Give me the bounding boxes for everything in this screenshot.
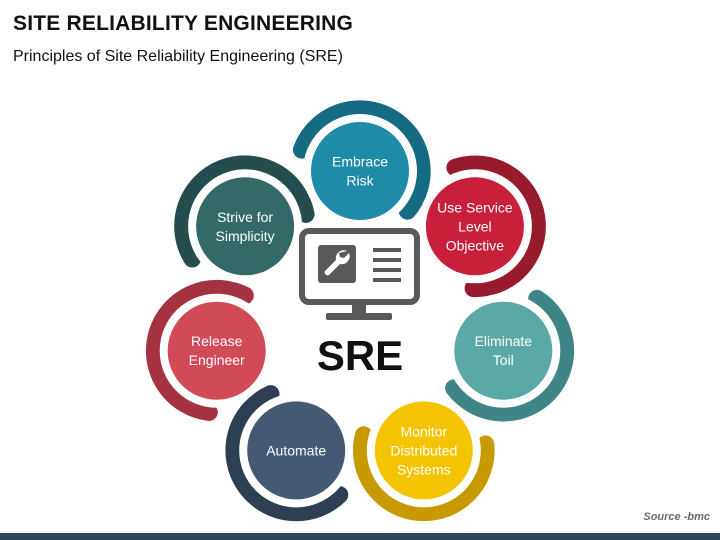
strive-for-simplicity-label-line: Strive for xyxy=(217,209,273,225)
eliminate-toil-label-line: Eliminate xyxy=(475,333,533,349)
monitor-distributed-systems-arc xyxy=(353,426,495,522)
principle-nodes: Embrace Risk Use Service Level Objective Elim… xyxy=(159,114,561,508)
use-service-level-objective-circle xyxy=(425,177,524,276)
monitor-wrench-icon xyxy=(299,228,420,320)
use-service-level-objective-arc xyxy=(446,155,546,298)
page-subtitle: Principles of Site Reliability Engineeri… xyxy=(13,48,343,65)
use-service-level-objective-label-line: Objective xyxy=(446,237,505,253)
source-note: Source -bmc xyxy=(643,511,710,523)
page-title: SITE RELIABILITY ENGINEERING xyxy=(13,12,354,35)
embrace-risk-label-line: Risk xyxy=(346,173,374,189)
principle-release-engineer: Release Engineer xyxy=(159,293,274,408)
release-engineer-label-line: Engineer xyxy=(189,352,245,368)
release-engineer-label-line: Release xyxy=(191,333,243,349)
eliminate-toil-arc xyxy=(445,289,575,422)
automate-label-line: Automate xyxy=(266,442,326,458)
principle-automate: Automate xyxy=(239,393,354,508)
automate-circle xyxy=(247,401,346,500)
embrace-risk-label-line: Embrace xyxy=(332,154,388,170)
automate-arc xyxy=(225,385,349,522)
monitor-distributed-systems-label-line: Systems xyxy=(397,461,451,477)
monitor-distributed-systems-circle xyxy=(374,401,473,500)
monitor-distributed-systems-label-line: Distributed xyxy=(390,442,457,458)
use-service-level-objective-label-line: Level xyxy=(458,218,491,234)
principle-arcs xyxy=(145,100,575,522)
embrace-risk-circle xyxy=(311,122,409,220)
release-engineer-arc xyxy=(145,279,254,421)
principle-strive-for-simplicity: Strive for Simplicity xyxy=(188,169,303,284)
eliminate-toil-label-line: Toil xyxy=(493,352,514,368)
center-label: SRE xyxy=(317,332,403,379)
principle-eliminate-toil: Eliminate Toil xyxy=(446,293,561,408)
release-engineer-circle xyxy=(167,301,266,400)
strive-for-simplicity-arc xyxy=(174,155,315,268)
principle-monitor-distributed-systems: Monitor Distributed Systems xyxy=(366,393,481,508)
strive-for-simplicity-label-line: Simplicity xyxy=(216,228,275,244)
eliminate-toil-circle xyxy=(454,301,553,400)
strive-for-simplicity-circle xyxy=(196,177,295,276)
use-service-level-objective-label-line: Use Service xyxy=(437,199,513,215)
embrace-risk-arc xyxy=(292,100,431,220)
monitor-distributed-systems-label-line: Monitor xyxy=(400,423,447,439)
principle-embrace-risk: Embrace Risk xyxy=(303,114,417,228)
bottom-bar xyxy=(0,533,720,540)
principle-use-service-level-objective: Use Service Level Objective xyxy=(417,169,532,284)
